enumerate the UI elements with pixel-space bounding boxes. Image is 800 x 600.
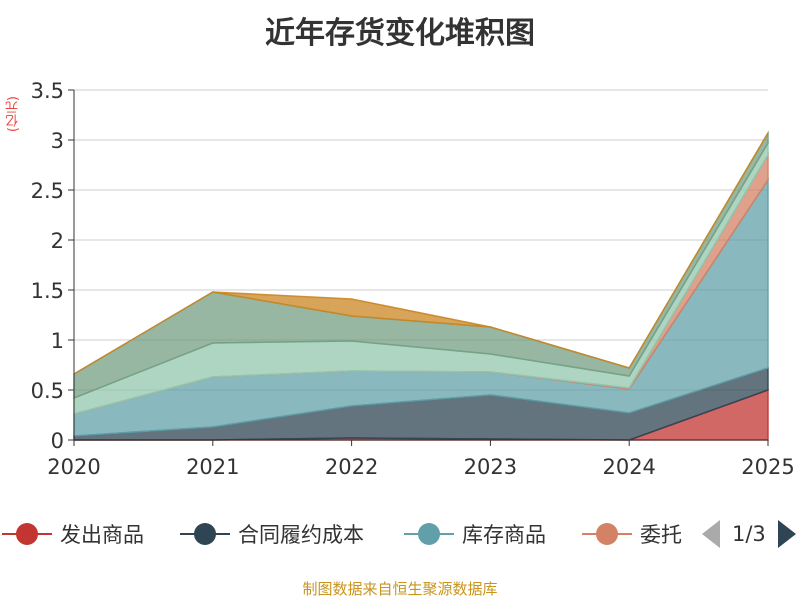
legend-marker	[180, 522, 230, 546]
x-tick-label: 2022	[325, 455, 378, 479]
data-source-note: 制图数据来自恒生聚源数据库	[302, 580, 498, 598]
legend-dot	[418, 523, 440, 545]
legend-item-kucun[interactable]: 库存商品	[404, 514, 546, 554]
legend-dot	[596, 523, 618, 545]
legend-prev-arrow-icon[interactable]	[702, 520, 720, 548]
legend-marker	[582, 522, 632, 546]
legend: 发出商品 合同履约成本 库存商品 委托 1/3	[0, 514, 800, 554]
legend-dot	[194, 523, 216, 545]
y-tick-label: 1.5	[31, 279, 64, 303]
y-tick-label: 2.5	[31, 179, 64, 203]
legend-marker	[404, 522, 454, 546]
x-tick-label: 2025	[741, 455, 794, 479]
y-tick-label: 0	[51, 429, 64, 453]
y-tick-label: 1	[51, 329, 64, 353]
legend-item-hetong[interactable]: 合同履约成本	[180, 514, 364, 554]
legend-marker	[2, 522, 52, 546]
legend-page-indicator: 1/3	[732, 522, 766, 546]
legend-label: 发出商品	[60, 523, 144, 547]
legend-label: 合同履约成本	[238, 523, 364, 547]
x-tick-label: 2024	[602, 455, 655, 479]
legend-dot	[16, 523, 38, 545]
y-tick-label: 0.5	[31, 379, 64, 403]
legend-label: 库存商品	[462, 523, 546, 547]
legend-item-fachu[interactable]: 发出商品	[2, 514, 144, 554]
chart-title: 近年存货变化堆积图	[265, 16, 535, 51]
y-tick-label: 3.5	[31, 79, 64, 103]
y-tick-label: 2	[51, 229, 64, 253]
x-tick-label: 2020	[47, 455, 100, 479]
legend-pager: 1/3	[702, 514, 796, 554]
legend-next-arrow-icon[interactable]	[777, 520, 796, 548]
legend-label: 委托	[640, 523, 682, 547]
legend-item-weituo[interactable]: 委托	[582, 514, 682, 554]
x-tick-label: 2021	[186, 455, 239, 479]
x-tick-label: 2023	[464, 455, 517, 479]
y-tick-label: 3	[51, 129, 64, 153]
area-series	[73, 132, 769, 375]
area-layers	[73, 130, 769, 441]
